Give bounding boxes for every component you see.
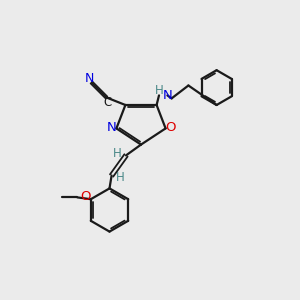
Text: H: H: [113, 147, 122, 161]
Text: N: N: [85, 71, 94, 85]
Text: N: N: [106, 121, 116, 134]
Text: H: H: [155, 83, 164, 97]
Text: O: O: [80, 190, 90, 203]
Text: N: N: [163, 89, 172, 103]
Text: O: O: [166, 121, 176, 134]
Text: H: H: [116, 171, 124, 184]
Text: C: C: [104, 95, 112, 109]
